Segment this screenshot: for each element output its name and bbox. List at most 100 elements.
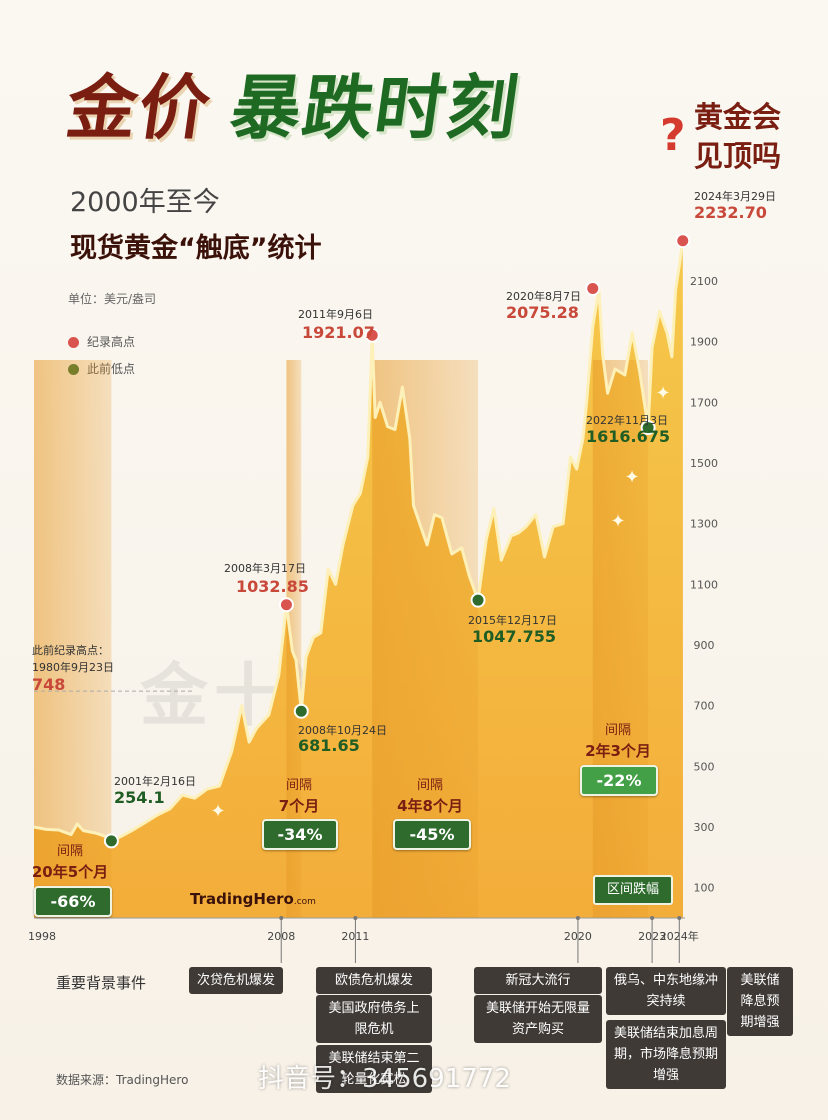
gap-1-duration: 20年5个月 bbox=[31, 863, 109, 881]
record-high-point bbox=[278, 597, 294, 613]
brand-logo: TradingHero.com bbox=[190, 890, 316, 908]
event-covid: 新冠大流行 bbox=[474, 967, 602, 994]
x-tick-dot bbox=[575, 916, 580, 920]
prior-low-point bbox=[103, 833, 119, 849]
y-tick-label: 500 bbox=[694, 760, 715, 773]
overlay-watermark: 抖音号：345691772 bbox=[258, 1064, 511, 1094]
record-high-value: 2232.70 bbox=[694, 203, 767, 222]
data-source: 数据来源：TradingHero bbox=[56, 1073, 189, 1087]
gap-3: 间隔 4年8个月 bbox=[384, 774, 476, 816]
x-tick-dot bbox=[353, 916, 358, 920]
gap-3-duration: 4年8个月 bbox=[397, 797, 463, 815]
record-high-point bbox=[585, 280, 601, 296]
legend-record-high: 纪录高点 bbox=[68, 333, 135, 350]
drawdown-1-badge: -66% bbox=[34, 886, 112, 917]
x-tick-dot bbox=[677, 916, 682, 920]
brand-suffix: .com bbox=[293, 897, 316, 907]
drawdown-2-badge: -34% bbox=[262, 819, 338, 850]
question-mark-icon: ? bbox=[660, 110, 686, 161]
prior-high-value: 748 bbox=[32, 675, 65, 694]
y-tick-label: 700 bbox=[694, 700, 715, 713]
gap-2-duration: 7个月 bbox=[278, 797, 320, 815]
y-tick-label: 900 bbox=[694, 639, 715, 652]
x-tick-label: 1998 bbox=[28, 930, 56, 943]
y-tick-label: 2100 bbox=[690, 275, 718, 288]
range-change-legend: 区间跌幅 bbox=[593, 875, 673, 905]
prior-low-value: 681.65 bbox=[298, 736, 360, 755]
sparkle-icon: ✦ bbox=[610, 511, 625, 532]
drawdown-3-badge: -45% bbox=[393, 819, 471, 850]
y-tick-label: 1700 bbox=[690, 396, 718, 409]
prior-low-point bbox=[640, 420, 656, 436]
prior-low-value: 254.1 bbox=[114, 788, 165, 807]
record-high-date: 2011年9月6日 bbox=[298, 307, 373, 321]
prior-low-date: 2001年2月16日 bbox=[114, 774, 196, 788]
red-dot-icon bbox=[68, 337, 79, 348]
gap-1-label: 间隔 bbox=[56, 844, 83, 859]
record-high-value: 1921.07 bbox=[302, 323, 375, 342]
gap-4-duration: 2年3个月 bbox=[585, 742, 651, 760]
event-end-qe2: 美联储结束第二轮量化宽松 bbox=[316, 1045, 432, 1093]
gap-4-label: 间隔 bbox=[604, 723, 631, 738]
y-tick-label: 1100 bbox=[690, 578, 718, 591]
y-tick-label: 300 bbox=[694, 821, 715, 834]
prior-low-date: 2015年12月17日 bbox=[468, 613, 557, 627]
event-subprime-crisis: 次贷危机爆发 bbox=[189, 967, 284, 994]
record-high-date: 2024年3月29日 bbox=[694, 189, 776, 203]
subtitle-period: 2000年至今 bbox=[70, 187, 220, 218]
x-tick-dot bbox=[650, 916, 655, 920]
drawdown-4-badge: -22% bbox=[580, 765, 658, 796]
brand-name: TradingHero bbox=[190, 890, 294, 908]
gap-2-label: 间隔 bbox=[285, 778, 312, 793]
subtitle-main: 现货黄金“触底”统计 bbox=[70, 233, 322, 264]
prior-low-value: 1047.755 bbox=[472, 627, 556, 646]
sparkle-icon: ✦ bbox=[210, 801, 225, 822]
x-tick-label: 2011 bbox=[341, 930, 369, 943]
event-us-debt-ceiling: 美国政府债务上限危机 bbox=[316, 995, 432, 1043]
event-geopolitical-conflict: 俄乌、中东地缘冲突持续 bbox=[606, 967, 726, 1015]
events-label: 重要背景事件 bbox=[56, 974, 147, 992]
y-tick-label: 1900 bbox=[690, 336, 718, 349]
gap-4: 间隔 2年3个月 bbox=[572, 719, 664, 761]
drawdown-band-2 bbox=[286, 360, 302, 918]
event-rate-cut-expectations: 美联储降息预期增强 bbox=[727, 967, 793, 1036]
event-unlimited-qe: 美联储开始无限量资产购买 bbox=[474, 995, 602, 1043]
drawdown-band-4 bbox=[592, 360, 649, 918]
prior-high-date: 1980年9月23日 bbox=[32, 660, 114, 674]
record-high-date: 2020年8月7日 bbox=[506, 289, 581, 303]
unit-label: 单位：美元/盎司 bbox=[68, 292, 157, 306]
sparkle-icon: ✦ bbox=[624, 467, 639, 488]
record-high-value: 2075.28 bbox=[506, 303, 579, 322]
price-area bbox=[34, 240, 683, 918]
price-line bbox=[33, 240, 685, 843]
gap-1: 间隔 20年5个月 bbox=[20, 840, 120, 882]
prior-low-date: 2008年10月24日 bbox=[298, 723, 387, 737]
y-tick-label: 1500 bbox=[690, 457, 718, 470]
y-tick-label: 100 bbox=[694, 882, 715, 895]
sparkle-icon: ✦ bbox=[655, 383, 670, 404]
prior-low-point bbox=[470, 592, 486, 608]
question-text: 黄金会见顶吗 bbox=[694, 100, 782, 173]
prior-low-point bbox=[293, 703, 309, 719]
event-euro-debt-crisis: 欧债危机爆发 bbox=[316, 967, 432, 994]
gap-2: 间隔 7个月 bbox=[254, 774, 344, 816]
gap-3-label: 间隔 bbox=[416, 778, 443, 793]
prior-high-label: 此前纪录高点： bbox=[32, 643, 109, 657]
x-tick-label: 2024年 bbox=[660, 929, 699, 943]
y-tick-label: 1300 bbox=[690, 518, 718, 531]
prior-low-date: 2022年11月3日 bbox=[586, 413, 668, 427]
x-tick-label: 2023 bbox=[638, 930, 666, 943]
x-tick-label: 2008 bbox=[267, 930, 295, 943]
event-end-hiking-cycle: 美联储结束加息周期，市场降息预期增强 bbox=[606, 1020, 726, 1089]
record-high-point bbox=[364, 327, 380, 343]
record-high-value: 1032.85 bbox=[236, 577, 309, 596]
legend-record-high-label: 纪录高点 bbox=[87, 335, 136, 349]
record-high-point bbox=[675, 233, 691, 249]
record-high-date: 2008年3月17日 bbox=[224, 561, 306, 575]
prior-low-value: 1616.675 bbox=[586, 427, 670, 446]
x-tick-dot bbox=[279, 916, 284, 920]
drawdown-band-1 bbox=[34, 360, 112, 918]
x-tick-label: 2020 bbox=[564, 930, 592, 943]
